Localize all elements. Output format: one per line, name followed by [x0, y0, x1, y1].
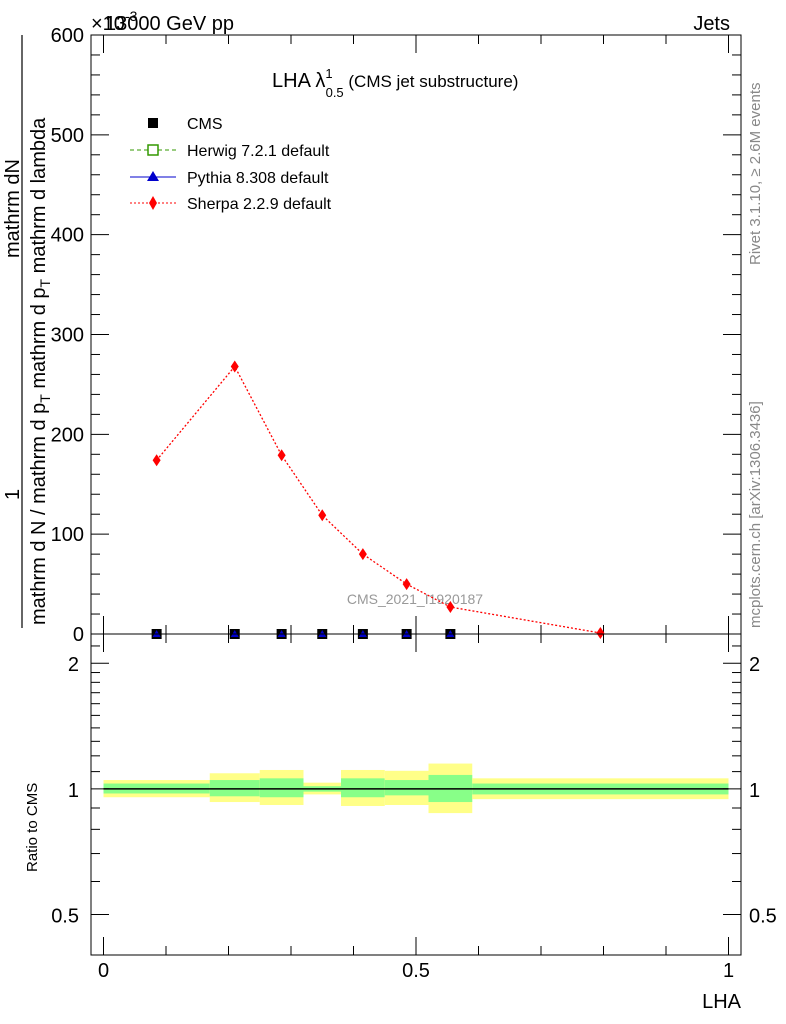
y-tick-label: 600 — [51, 25, 84, 47]
mcplots-label: mcplots.cern.ch [arXiv:1306.3436] — [747, 401, 764, 628]
legend-label: CMS — [187, 116, 223, 133]
exponent-label: ×10-3 — [91, 8, 138, 35]
ratio-y-tick-label: 0.5 — [51, 906, 79, 928]
y-tick-label: 0 — [73, 624, 84, 646]
legend-label: Sherpa 2.2.9 default — [187, 196, 332, 213]
legend-marker — [149, 196, 157, 210]
ratio-y-tick-label-right: 0.5 — [749, 906, 777, 928]
xlabel: LHA — [702, 991, 742, 1013]
ratio-y-tick-label-right: 1 — [749, 780, 760, 802]
legend-entry-pythia: Pythia 8.308 default — [130, 170, 329, 187]
sherpa-line — [156, 365, 601, 634]
ratio-panel: 0.5 0.51 12 2 0 0.5 1 — [51, 633, 777, 982]
sherpa-point — [152, 454, 161, 467]
ratio-band-inner — [384, 780, 429, 796]
legend-entry-sherpa: Sherpa 2.2.9 default — [130, 196, 332, 213]
sherpa-point — [596, 627, 605, 640]
x-tick-label: 1 — [723, 960, 734, 982]
ylabel-denominator: mathrm d N / mathrm d pT mathrm d pT mat… — [28, 117, 53, 625]
ratio-band-inner — [259, 778, 304, 798]
legend-entry-herwig: Herwig 7.2.1 default — [130, 143, 330, 160]
ratio-y-tick-label: 1 — [68, 780, 79, 802]
ratio-y-tick-label: 2 — [68, 654, 79, 676]
header-energy: 13000 GeV pp — [105, 13, 234, 35]
legend-marker — [148, 118, 158, 128]
y-tick-label: 400 — [51, 225, 84, 247]
main-axis-ticks — [91, 34, 741, 635]
analysis-watermark: CMS_2021_I1920187 — [347, 591, 483, 607]
rivet-label: Rivet 3.1.10, ≥ 2.6M events — [747, 83, 764, 266]
legend-entry-data: CMS — [148, 116, 223, 133]
ratio-ylabel: Ratio to CMS — [24, 783, 41, 872]
sherpa-point — [318, 509, 327, 522]
y-tick-label: 300 — [51, 325, 84, 347]
ylabel-one: 1 — [2, 489, 24, 500]
sherpa-point — [277, 449, 286, 462]
ratio-band-inner — [341, 778, 385, 798]
legend-label: Pythia 8.308 default — [187, 170, 329, 187]
legend-marker — [147, 144, 159, 156]
legend-label: Herwig 7.2.1 default — [187, 143, 330, 160]
y-tick-label: 200 — [51, 424, 84, 446]
x-tick-labels: 0 0.5 1 — [98, 960, 734, 982]
ylabel-numerator: mathrm dN — [2, 159, 24, 258]
ratio-y-tick-label-right: 2 — [749, 654, 760, 676]
ratio-axis-ticks — [91, 634, 741, 955]
sherpa-point — [230, 360, 239, 373]
series-sherpa — [152, 360, 605, 640]
sherpa-point — [446, 601, 455, 614]
plot-title: LHA λ1 0.5 (CMS jet substructure) — [272, 66, 518, 100]
legend: CMS Herwig 7.2.1 default Pythia 8.308 defa… — [130, 116, 332, 213]
x-tick-label: 0.5 — [402, 960, 430, 982]
main-ylabel: 1 mathrm d N / mathrm d pT mathrm d pT m… — [2, 35, 53, 628]
sherpa-point — [402, 578, 411, 591]
ratio-y-tick-labels: 0.5 0.5 1 1 2 2 — [51, 654, 777, 927]
main-y-tick-labels: 0 100 200 300 400 500 600 — [51, 25, 84, 646]
header-jets: Jets — [693, 13, 730, 35]
legend-marker — [147, 171, 159, 181]
y-tick-label: 500 — [51, 125, 84, 147]
y-tick-label: 100 — [51, 524, 84, 546]
sherpa-point — [358, 548, 367, 561]
x-tick-label: 0 — [98, 960, 109, 982]
